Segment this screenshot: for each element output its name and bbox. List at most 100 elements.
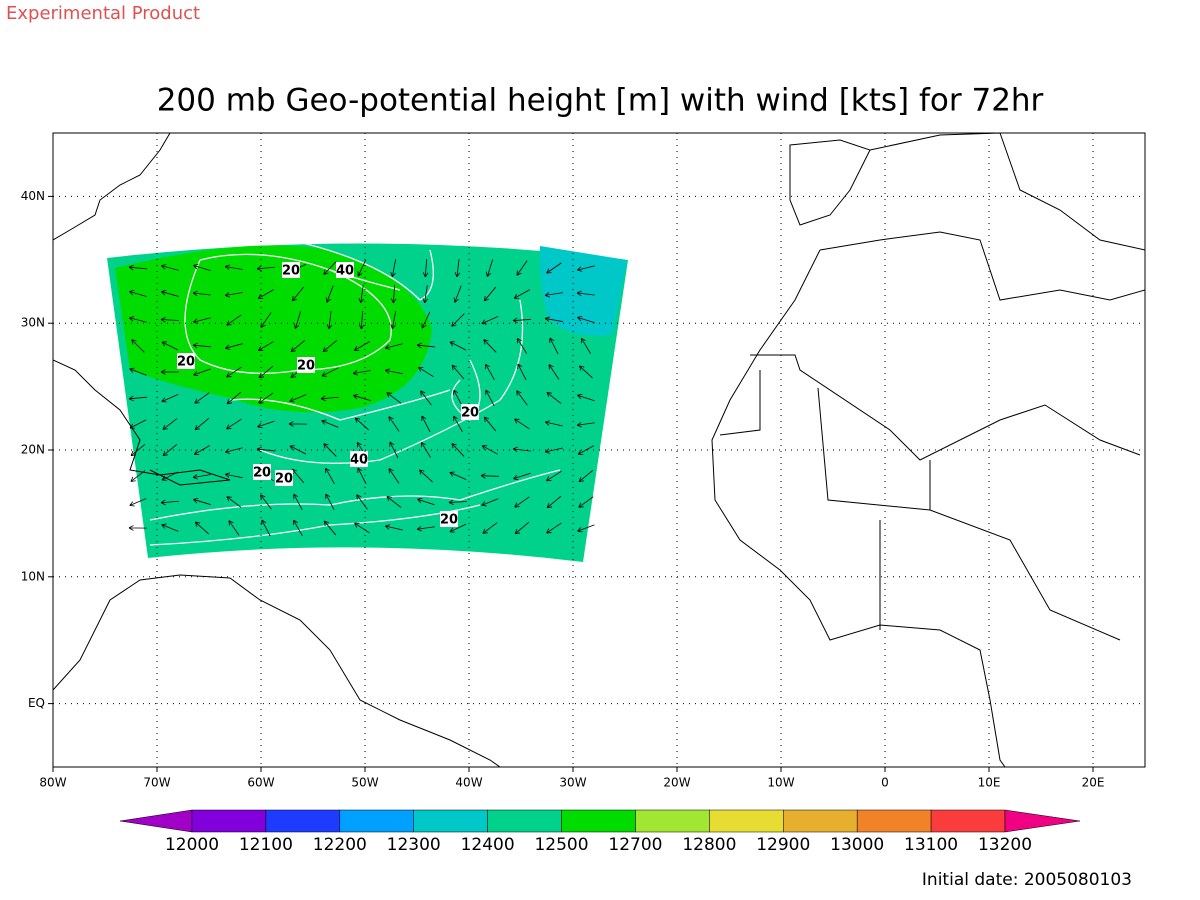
colorbar-box bbox=[783, 809, 858, 833]
wind-arrow bbox=[226, 391, 242, 405]
colorbar-box bbox=[561, 809, 636, 833]
wind-arrow bbox=[577, 524, 595, 533]
wind-arrow bbox=[514, 496, 530, 508]
colorbar-label: 12500 bbox=[534, 835, 588, 855]
wind-arrow bbox=[354, 522, 370, 534]
wind-arrow bbox=[481, 315, 499, 325]
wind-arrow bbox=[544, 316, 563, 322]
wind-arrow bbox=[192, 342, 211, 349]
wind-arrow bbox=[226, 496, 242, 508]
wind-arrow bbox=[579, 365, 593, 379]
wind-arrow bbox=[323, 261, 337, 275]
wind-arrow bbox=[129, 316, 147, 323]
contour-label: 20 bbox=[297, 359, 315, 374]
wind-arrow bbox=[321, 367, 339, 377]
wind-arrow bbox=[449, 471, 467, 480]
wind-arrow bbox=[161, 394, 179, 403]
wind-arrow bbox=[513, 472, 531, 481]
contour-label: 20 bbox=[275, 472, 293, 487]
wind-arrow bbox=[517, 363, 527, 381]
wind-arrow bbox=[422, 258, 429, 278]
wind-arrow bbox=[160, 499, 180, 506]
wind-arrow bbox=[483, 286, 497, 302]
wind-arrows: 20 40 20 20 20 40 20 20 20 bbox=[128, 258, 595, 537]
y-tick-label: EQ bbox=[28, 696, 45, 710]
wind-arrow bbox=[128, 264, 148, 271]
wind-arrow bbox=[353, 393, 371, 401]
wind-arrow bbox=[322, 340, 338, 353]
wind-arrow bbox=[161, 341, 179, 351]
colorbar-label: 12400 bbox=[461, 835, 515, 855]
wind-arrow bbox=[293, 311, 302, 329]
wind-arrow bbox=[129, 498, 147, 507]
wind-arrow bbox=[161, 264, 179, 271]
wind-arrow bbox=[514, 521, 530, 535]
wind-arrow bbox=[483, 339, 497, 353]
wind-arrow bbox=[290, 340, 306, 353]
wind-arrow bbox=[389, 441, 399, 459]
x-tick-label: 20W bbox=[663, 776, 690, 790]
colorbar-label: 12700 bbox=[608, 835, 662, 855]
wind-arrow bbox=[228, 520, 240, 536]
wind-arrow bbox=[421, 311, 431, 329]
colorbar-box bbox=[265, 809, 341, 833]
x-tick-label: 10W bbox=[767, 776, 794, 790]
contour-label-bg bbox=[461, 404, 479, 420]
wind-arrow bbox=[576, 265, 595, 272]
contour-label-bg bbox=[177, 353, 195, 369]
wind-arrow bbox=[549, 337, 559, 355]
wind-arrow bbox=[326, 311, 333, 330]
wind-arrow bbox=[578, 469, 594, 483]
wind-arrow bbox=[162, 444, 178, 457]
colorbar-label: 12300 bbox=[387, 835, 441, 855]
colorbar-box bbox=[709, 809, 784, 833]
wind-arrow bbox=[546, 262, 562, 274]
wind-arrow bbox=[325, 285, 334, 303]
colorbar-box bbox=[191, 809, 267, 833]
wind-arrow bbox=[193, 445, 210, 455]
y-tick-label: 30N bbox=[21, 316, 45, 330]
wind-arrow bbox=[453, 389, 463, 407]
wind-arrow bbox=[385, 343, 403, 350]
wind-arrow bbox=[448, 499, 468, 506]
wind-arrow bbox=[419, 469, 433, 483]
wind-arrow bbox=[451, 443, 465, 457]
wind-arrow bbox=[544, 447, 563, 454]
wind-arrow bbox=[226, 418, 242, 430]
wind-arrow bbox=[516, 390, 528, 406]
wind-arrow bbox=[451, 313, 465, 327]
wind-arrow bbox=[577, 315, 595, 323]
wind-arrow bbox=[161, 523, 179, 532]
x-tick-label: 80W bbox=[39, 776, 66, 790]
wind-arrow bbox=[578, 496, 594, 508]
wind-arrow bbox=[257, 289, 275, 299]
wind-arrow bbox=[546, 495, 562, 509]
wind-arrow bbox=[416, 525, 435, 532]
contour-label-bg bbox=[282, 262, 300, 278]
colorbar-label: 12100 bbox=[239, 835, 293, 855]
footer: Initial date: 2005080103 bbox=[922, 870, 1132, 890]
wind-arrow bbox=[388, 468, 400, 484]
colorbar-label: 12800 bbox=[682, 835, 736, 855]
wind-arrow bbox=[513, 289, 531, 299]
contour-label-bg bbox=[350, 451, 368, 467]
wind-arrow bbox=[289, 445, 307, 455]
wind-arrow bbox=[224, 264, 243, 270]
contour-label: 20 bbox=[282, 264, 300, 279]
wind-arrow bbox=[260, 494, 272, 510]
wind-arrow bbox=[483, 416, 497, 432]
colorbar-box bbox=[413, 809, 488, 833]
map-frame bbox=[52, 132, 1146, 768]
wind-arrow bbox=[451, 364, 465, 380]
wind-arrow bbox=[293, 493, 303, 511]
wind-arrow bbox=[357, 259, 367, 277]
wind-arrow bbox=[358, 285, 365, 304]
coastlines bbox=[53, 133, 1145, 767]
wind-arrow bbox=[480, 473, 500, 479]
wind-arrow bbox=[453, 415, 463, 433]
x-tick-label: 10E bbox=[978, 776, 1001, 790]
header: Experimental Product bbox=[6, 3, 200, 24]
wind-arrow bbox=[291, 286, 304, 302]
wind-arrow bbox=[320, 395, 340, 402]
